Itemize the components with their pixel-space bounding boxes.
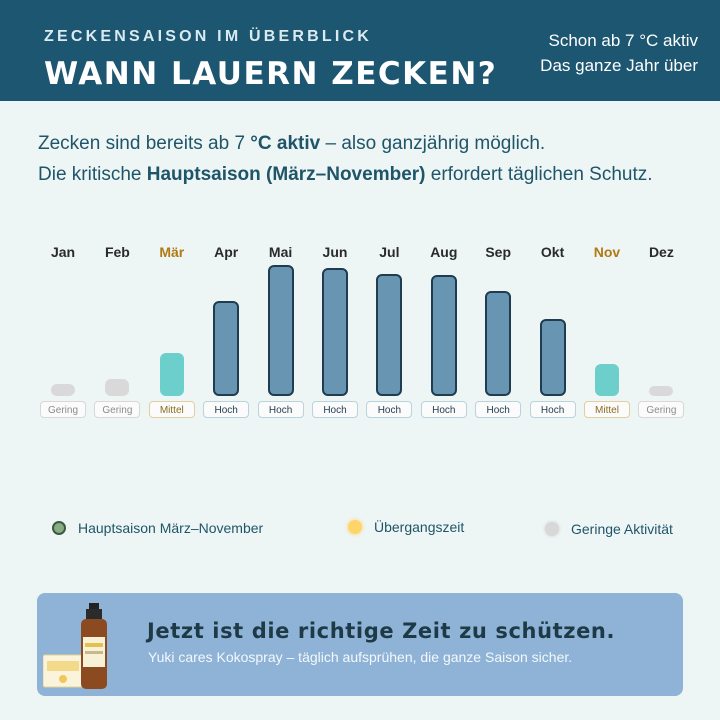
month-label-jan: Jan bbox=[50, 244, 76, 260]
intro-line-2: Die kritische Hauptsaison (März–November… bbox=[38, 159, 653, 190]
activity-bar-mär bbox=[159, 353, 184, 396]
legend-low-label: Geringe Aktivität bbox=[571, 521, 673, 537]
cta-title: Jetzt ist die richtige Zeit zu schützen. bbox=[147, 619, 616, 643]
legend-peak-dot-icon bbox=[52, 521, 66, 535]
legend-transition: Übergangszeit bbox=[348, 519, 464, 535]
activity-level-badge: Mittel bbox=[584, 401, 630, 418]
monthly-activity-chart: Jan Gering Feb Gering Mär Mittel Apr Hoch Mai Hoc… bbox=[0, 230, 720, 430]
intro-line1-bold: °C aktiv bbox=[250, 133, 321, 154]
header-info-line2: Das ganze Jahr über bbox=[540, 56, 698, 75]
cta-subtitle: Yuki cares Kokospray – täglich aufsprühe… bbox=[148, 649, 573, 665]
activity-bar-mai bbox=[267, 265, 294, 396]
month-label-jul: Jul bbox=[379, 244, 400, 260]
activity-bar-nov bbox=[595, 364, 619, 396]
activity-bar-aug bbox=[430, 275, 457, 396]
month-label-mär: Mär bbox=[159, 244, 185, 260]
header-banner: ZECKENSAISON IM ÜBERBLICK WANN LAUERN ZE… bbox=[0, 0, 720, 101]
month-label-aug: Aug bbox=[430, 244, 458, 260]
header-kicker: ZECKENSAISON IM ÜBERBLICK bbox=[44, 28, 373, 45]
activity-bar-jun bbox=[322, 268, 348, 396]
activity-bar-jul bbox=[376, 274, 403, 396]
activity-bar-feb bbox=[105, 379, 130, 396]
month-label-feb: Feb bbox=[104, 244, 130, 260]
legend-peak-label: Hauptsaison März–November bbox=[78, 520, 264, 536]
activity-level-badge: Hoch bbox=[312, 401, 358, 418]
month-label-mai: Mai bbox=[268, 244, 293, 260]
month-label-nov: Nov bbox=[593, 244, 621, 260]
activity-bar-okt bbox=[539, 319, 566, 396]
page-title: WANN LAUERN ZECKEN? bbox=[44, 56, 498, 92]
intro-line2-bold: Hauptsaison (März–November) bbox=[146, 164, 426, 185]
activity-bar-apr bbox=[213, 301, 240, 396]
product-spray-bottle-icon bbox=[43, 603, 107, 689]
intro-line2-pre: Die kritische bbox=[38, 164, 147, 185]
header-info-line1: Schon ab 7 °C aktiv bbox=[548, 31, 699, 50]
cta-banner[interactable]: Jetzt ist die richtige Zeit zu schützen.… bbox=[37, 593, 683, 696]
activity-level-badge: Gering bbox=[40, 401, 86, 418]
intro-line1-pre: Zecken sind bereits ab 7 bbox=[38, 133, 251, 154]
intro-line1-post: – also ganzjährig möglich. bbox=[320, 133, 546, 154]
month-label-apr: Apr bbox=[214, 244, 239, 260]
legend-transition-label: Übergangszeit bbox=[374, 519, 465, 535]
activity-level-badge: Hoch bbox=[529, 401, 576, 418]
legend-low: Geringe Aktivität bbox=[545, 521, 673, 537]
month-label-jun: Jun bbox=[322, 244, 348, 260]
activity-bar-jan bbox=[51, 384, 75, 396]
activity-level-badge: Mittel bbox=[148, 401, 195, 418]
header-info: Schon ab 7 °C aktiv Das ganze Jahr über bbox=[540, 28, 698, 78]
month-label-dez: Dez bbox=[648, 244, 674, 260]
activity-bar-sep bbox=[485, 291, 512, 396]
intro-line2-post: erfordert täglichen Schutz. bbox=[425, 164, 653, 185]
activity-level-badge: Hoch bbox=[366, 401, 413, 418]
activity-level-badge: Hoch bbox=[420, 401, 467, 418]
activity-level-badge: Gering bbox=[94, 401, 141, 418]
legend-low-dot-icon bbox=[545, 522, 559, 536]
month-label-okt: Okt bbox=[540, 244, 565, 260]
intro-line-1: Zecken sind bereits ab 7 °C aktiv – also… bbox=[38, 128, 653, 159]
activity-level-badge: Hoch bbox=[257, 401, 304, 418]
activity-level-badge: Gering bbox=[638, 401, 685, 418]
activity-level-badge: Hoch bbox=[475, 401, 522, 418]
legend-transition-dot-icon bbox=[348, 520, 362, 534]
intro-text: Zecken sind bereits ab 7 °C aktiv – also… bbox=[38, 128, 653, 190]
activity-bar-dez bbox=[649, 386, 674, 396]
legend-peak: Hauptsaison März–November bbox=[52, 520, 263, 536]
month-label-sep: Sep bbox=[485, 244, 512, 260]
activity-level-badge: Hoch bbox=[203, 401, 250, 418]
